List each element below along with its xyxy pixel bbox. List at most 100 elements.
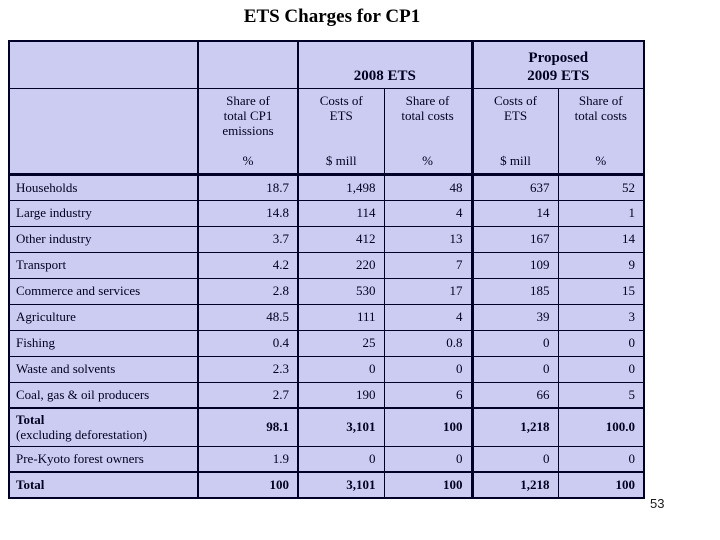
table-row: Pre-Kyoto forest owners 1.9 0 0 0 0	[8, 445, 645, 473]
table-row: Coal, gas & oil producers 2.7 190 6 66 5	[8, 381, 645, 409]
cell-value: 100	[197, 471, 299, 499]
cell-value: 0.8	[383, 329, 474, 357]
cell-value: 4	[383, 199, 474, 227]
row-label: Large industry	[8, 199, 199, 227]
group-header-row: 2008 ETS Proposed 2009 ETS	[8, 40, 645, 89]
cell-value: 3.7	[197, 225, 299, 253]
cell-value: 13	[383, 225, 474, 253]
table-row: Large industry 14.8 114 4 14 1	[8, 199, 645, 227]
cell-value: 100	[383, 471, 474, 499]
table-row: Waste and solvents 2.3 0 0 0 0	[8, 355, 645, 383]
cell-value: 1,218	[471, 471, 559, 499]
row-label: Total (excluding deforestation)	[8, 407, 199, 447]
cell-value: 48.5	[197, 303, 299, 331]
table-row: Total 100 3,101 100 1,218 100	[8, 471, 645, 499]
cell-value: 4	[383, 303, 474, 331]
column-unit-text: %	[242, 153, 254, 169]
ets-charges-table: 2008 ETS Proposed 2009 ETS Share of tota…	[8, 40, 646, 499]
cell-value: 111	[297, 303, 385, 331]
row-label: Transport	[8, 251, 199, 279]
cell-value: 167	[471, 225, 559, 253]
page-title: ETS Charges for CP1	[243, 6, 421, 27]
table-header: 2008 ETS Proposed 2009 ETS Share of tota…	[8, 40, 645, 176]
cell-value: 190	[297, 381, 385, 409]
corner-empty-cell	[8, 40, 199, 89]
cell-value: 1,218	[471, 407, 559, 447]
cell-value: 39	[471, 303, 559, 331]
cell-value: 0	[557, 445, 645, 473]
column-unit-text: %	[422, 153, 433, 169]
cell-value: 220	[297, 251, 385, 279]
cell-value: 637	[471, 173, 559, 201]
cell-value: 0.4	[197, 329, 299, 357]
cell-value: 4.2	[197, 251, 299, 279]
table-row: Other industry 3.7 412 13 167 14	[8, 225, 645, 253]
cell-value: 0	[471, 355, 559, 383]
column-header-share-costs-2009: Share of total costs %	[557, 87, 645, 176]
cell-value: 7	[383, 251, 474, 279]
cell-value: 5	[557, 381, 645, 409]
cell-value: 0	[383, 445, 474, 473]
cell-value: 0	[471, 445, 559, 473]
column-unit-text: $ mill	[325, 153, 357, 169]
column-heading-text: Share of total costs	[401, 92, 454, 123]
cell-value: 25	[297, 329, 385, 357]
cell-value: 15	[557, 277, 645, 305]
cell-value: 9	[557, 251, 645, 279]
column-header-share-costs-2008: Share of total costs %	[383, 87, 474, 176]
cell-value: 1,498	[297, 173, 385, 201]
table-row: Households 18.7 1,498 48 637 52	[8, 173, 645, 201]
cell-value: 98.1	[197, 407, 299, 447]
row-label: Waste and solvents	[8, 355, 199, 383]
row-label: Other industry	[8, 225, 199, 253]
cell-value: 0	[383, 355, 474, 383]
column-heading-text: Costs of ETS	[319, 92, 363, 123]
cell-value: 14	[471, 199, 559, 227]
subheader-row: Share of total CP1 emissions % Costs of …	[8, 87, 645, 176]
column-header-share-cp1-emissions: Share of total CP1 emissions %	[197, 87, 299, 176]
cell-value: 0	[297, 445, 385, 473]
row-label: Agriculture	[8, 303, 199, 331]
cell-value: 6	[383, 381, 474, 409]
table-body: Households 18.7 1,498 48 637 52 Large industry…	[8, 173, 645, 499]
column-heading-text: Costs of ETS	[494, 92, 537, 123]
cell-value: 48	[383, 173, 474, 201]
cell-value: 412	[297, 225, 385, 253]
row-label: Fishing	[8, 329, 199, 357]
table-row: Agriculture 48.5 111 4 39 3	[8, 303, 645, 331]
cell-value: 52	[557, 173, 645, 201]
column-heading-text: Share of total costs	[574, 92, 627, 123]
cell-value: 1.9	[197, 445, 299, 473]
cell-value: 100.0	[557, 407, 645, 447]
cell-value: 2.3	[197, 355, 299, 383]
cell-value: 2.7	[197, 381, 299, 409]
row-label: Commerce and services	[8, 277, 199, 305]
column-header-costs-2009: Costs of ETS $ mill	[471, 87, 559, 176]
cell-value: 0	[557, 329, 645, 357]
row-label: Pre-Kyoto forest owners	[8, 445, 199, 473]
cell-value: 185	[471, 277, 559, 305]
column-unit-text: %	[595, 153, 607, 169]
table-row: Commerce and services 2.8 530 17 185 15	[8, 277, 645, 305]
cell-value: 3	[557, 303, 645, 331]
group-header-proposed-2009-ets: Proposed 2009 ETS	[471, 40, 645, 89]
cell-value: 0	[471, 329, 559, 357]
table-row: Fishing 0.4 25 0.8 0 0	[8, 329, 645, 357]
column-unit-text: $ mill	[500, 153, 531, 169]
cell-value: 14.8	[197, 199, 299, 227]
cell-value: 100	[557, 471, 645, 499]
table-row: Transport 4.2 220 7 109 9	[8, 251, 645, 279]
cell-value: 0	[557, 355, 645, 383]
cell-value: 114	[297, 199, 385, 227]
cell-value: 109	[471, 251, 559, 279]
cell-value: 0	[297, 355, 385, 383]
column-heading-text: Share of total CP1 emissions	[222, 92, 274, 139]
group-header-2008-ets: 2008 ETS	[297, 40, 474, 89]
subheader-empty-cell	[8, 87, 199, 176]
cell-value: 530	[297, 277, 385, 305]
cell-value: 17	[383, 277, 474, 305]
row-label: Coal, gas & oil producers	[8, 381, 199, 409]
cell-value: 100	[383, 407, 474, 447]
cell-value: 3,101	[297, 471, 385, 499]
